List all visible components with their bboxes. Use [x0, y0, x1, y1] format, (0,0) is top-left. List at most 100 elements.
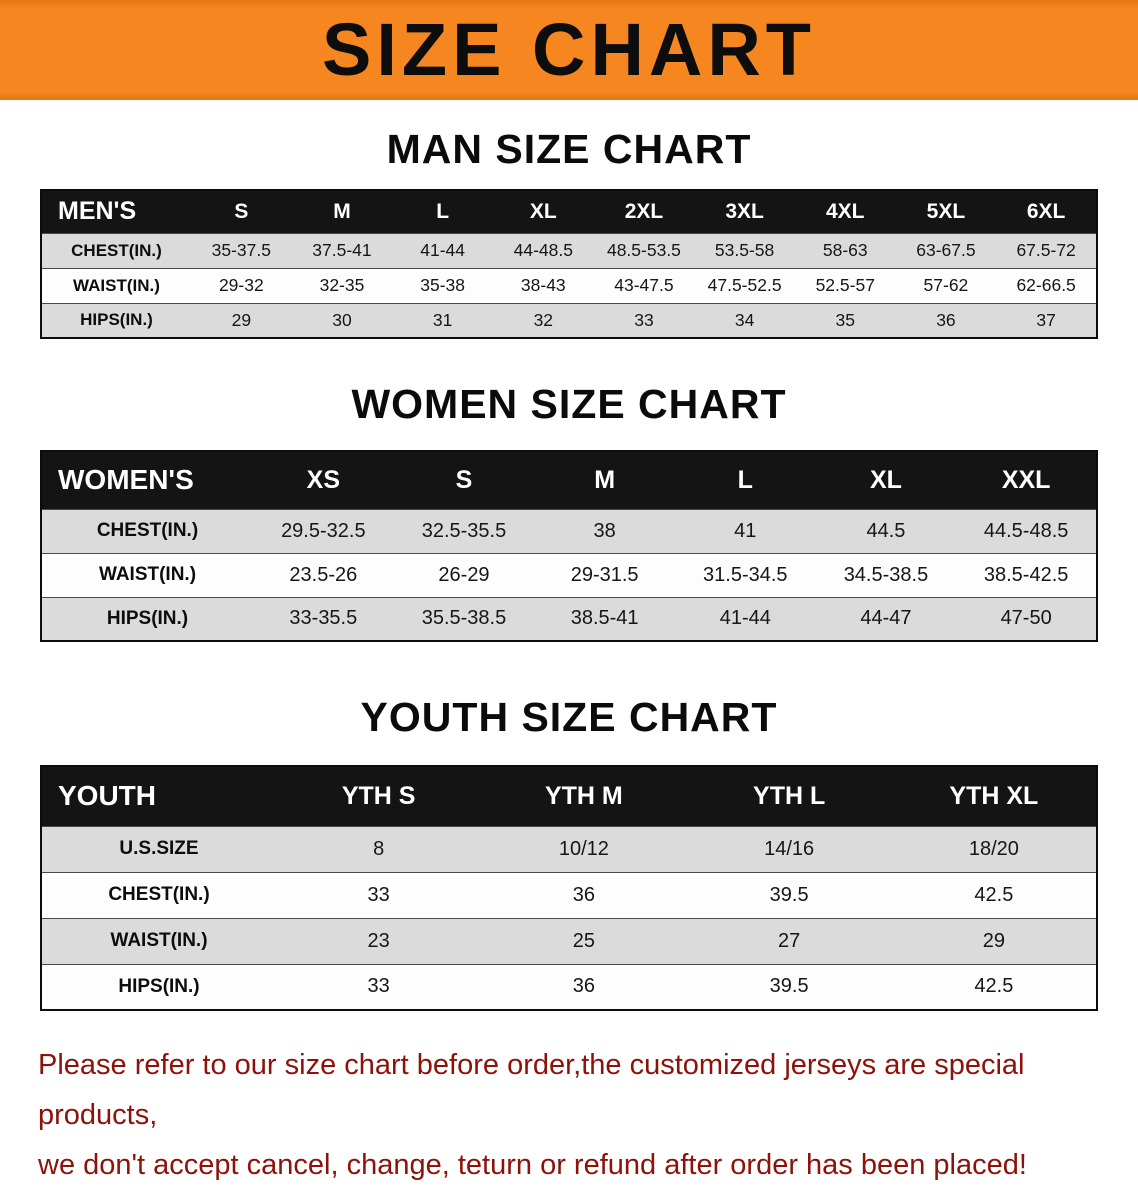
women-size-table: WOMEN'S XS S M L XL XXL CHEST(IN.) 29.5-32.5 32.5… [40, 450, 1098, 642]
header-row: MEN'S S M L XL 2XL 3XL 4XL 5XL 6XL [41, 190, 1097, 233]
size-cell: 33 [276, 871, 482, 918]
row-label: CHEST(IN.) [41, 508, 253, 553]
row-label: WAIST(IN.) [41, 552, 253, 597]
size-cell: 47-50 [956, 596, 1097, 641]
page-title: SIZE CHART [322, 8, 816, 91]
size-cell: 37 [996, 302, 1097, 338]
size-cell: 38-43 [492, 267, 594, 303]
size-column-header: XL [815, 451, 957, 509]
size-cell: 35.5-38.5 [393, 596, 535, 641]
table-row: CHEST(IN.) 35-37.5 37.5-41 41-44 44-48.5 48.5… [41, 232, 1097, 268]
size-cell: 44-48.5 [492, 232, 594, 268]
row-label: WAIST(IN.) [41, 267, 191, 303]
size-cell: 23.5-26 [253, 552, 394, 597]
size-cell: 29-32 [191, 267, 292, 303]
row-label: HIPS(IN.) [41, 596, 253, 641]
table-title-cell: YOUTH [41, 766, 276, 826]
size-cell: 63-67.5 [895, 232, 997, 268]
size-cell: 35-38 [392, 267, 493, 303]
size-cell: 29 [891, 917, 1097, 964]
size-cell: 33 [593, 302, 695, 338]
size-cell: 39.5 [686, 871, 892, 918]
size-cell: 26-29 [393, 552, 535, 597]
size-cell: 32 [492, 302, 594, 338]
row-label: WAIST(IN.) [41, 917, 276, 964]
size-cell: 36 [895, 302, 997, 338]
size-cell: 29.5-32.5 [253, 508, 394, 553]
size-cell: 33-35.5 [253, 596, 394, 641]
size-column-header: S [191, 190, 292, 233]
size-cell: 32.5-35.5 [393, 508, 535, 553]
size-column-header: L [674, 451, 816, 509]
size-cell: 41 [674, 508, 816, 553]
size-cell: 62-66.5 [996, 267, 1097, 303]
size-column-header: 3XL [694, 190, 795, 233]
size-cell: 44.5-48.5 [956, 508, 1097, 553]
size-cell: 34 [694, 302, 795, 338]
size-cell: 57-62 [895, 267, 997, 303]
women-section-heading: WOMEN SIZE CHART [351, 381, 787, 427]
size-column-header: 4XL [794, 190, 896, 233]
table-row: CHEST(IN.) 29.5-32.5 32.5-35.5 38 41 44.5 44.5… [41, 508, 1097, 553]
size-column-header: 6XL [996, 190, 1097, 233]
size-cell: 36 [481, 871, 687, 918]
size-cell: 41-44 [392, 232, 493, 268]
size-cell: 31 [392, 302, 493, 338]
size-cell: 38 [534, 508, 675, 553]
youth-size-table: YOUTH YTH S YTH M YTH L YTH XL U.S.SIZE 8 10/12… [40, 765, 1098, 1011]
size-cell: 39.5 [686, 963, 892, 1010]
size-cell: 25 [481, 917, 687, 964]
banner: SIZE CHART [0, 0, 1138, 100]
size-cell: 29-31.5 [534, 552, 675, 597]
table-row: U.S.SIZE 8 10/12 14/16 18/20 [41, 825, 1097, 872]
row-label: U.S.SIZE [41, 825, 276, 872]
size-column-header: 2XL [593, 190, 695, 233]
size-column-header: YTH S [276, 766, 482, 826]
size-column-header: XXL [956, 451, 1097, 509]
size-cell: 30 [291, 302, 393, 338]
size-cell: 35-37.5 [191, 232, 292, 268]
size-cell: 42.5 [891, 963, 1097, 1010]
youth-section-heading: YOUTH SIZE CHART [360, 694, 778, 740]
size-cell: 34.5-38.5 [815, 552, 957, 597]
size-cell: 47.5-52.5 [694, 267, 795, 303]
size-cell: 38.5-41 [534, 596, 675, 641]
size-cell: 32-35 [291, 267, 393, 303]
size-cell: 58-63 [794, 232, 896, 268]
size-column-header: L [392, 190, 493, 233]
footer-note-line2: we don't accept cancel, change, teturn o… [38, 1148, 1027, 1181]
size-cell: 27 [686, 917, 892, 964]
size-cell: 31.5-34.5 [674, 552, 816, 597]
footer-note-line1: Please refer to our size chart before or… [38, 1049, 1025, 1131]
table-row: WAIST(IN.) 29-32 32-35 35-38 38-43 43-47.5 47.… [41, 267, 1097, 303]
men-size-table: MEN'S S M L XL 2XL 3XL 4XL 5XL 6XL CHEST(IN.) 35-37… [40, 189, 1098, 339]
size-cell: 35 [794, 302, 896, 338]
size-cell: 53.5-58 [694, 232, 795, 268]
size-cell: 42.5 [891, 871, 1097, 918]
size-cell: 10/12 [481, 825, 687, 872]
footer-note: Please refer to our size chart before or… [0, 1041, 1138, 1191]
size-column-header: YTH XL [891, 766, 1097, 826]
size-column-header: 5XL [895, 190, 997, 233]
size-cell: 37.5-41 [291, 232, 393, 268]
size-column-header: M [534, 451, 675, 509]
header-row: WOMEN'S XS S M L XL XXL [41, 451, 1097, 509]
table-row: HIPS(IN.) 29 30 31 32 33 34 35 36 37 [41, 302, 1097, 338]
size-column-header: XL [492, 190, 594, 233]
size-column-header: YTH M [481, 766, 687, 826]
size-cell: 8 [276, 825, 482, 872]
table-title-cell: WOMEN'S [41, 451, 253, 509]
size-cell: 18/20 [891, 825, 1097, 872]
size-column-header: XS [253, 451, 394, 509]
size-column-header: S [393, 451, 535, 509]
table-row: CHEST(IN.) 33 36 39.5 42.5 [41, 871, 1097, 918]
size-cell: 44-47 [815, 596, 957, 641]
row-label: CHEST(IN.) [41, 871, 276, 918]
size-cell: 14/16 [686, 825, 892, 872]
size-column-header: YTH L [686, 766, 892, 826]
size-cell: 33 [276, 963, 482, 1010]
size-cell: 67.5-72 [996, 232, 1097, 268]
table-row: HIPS(IN.) 33-35.5 35.5-38.5 38.5-41 41-44 44-… [41, 596, 1097, 641]
row-label: CHEST(IN.) [41, 232, 191, 268]
